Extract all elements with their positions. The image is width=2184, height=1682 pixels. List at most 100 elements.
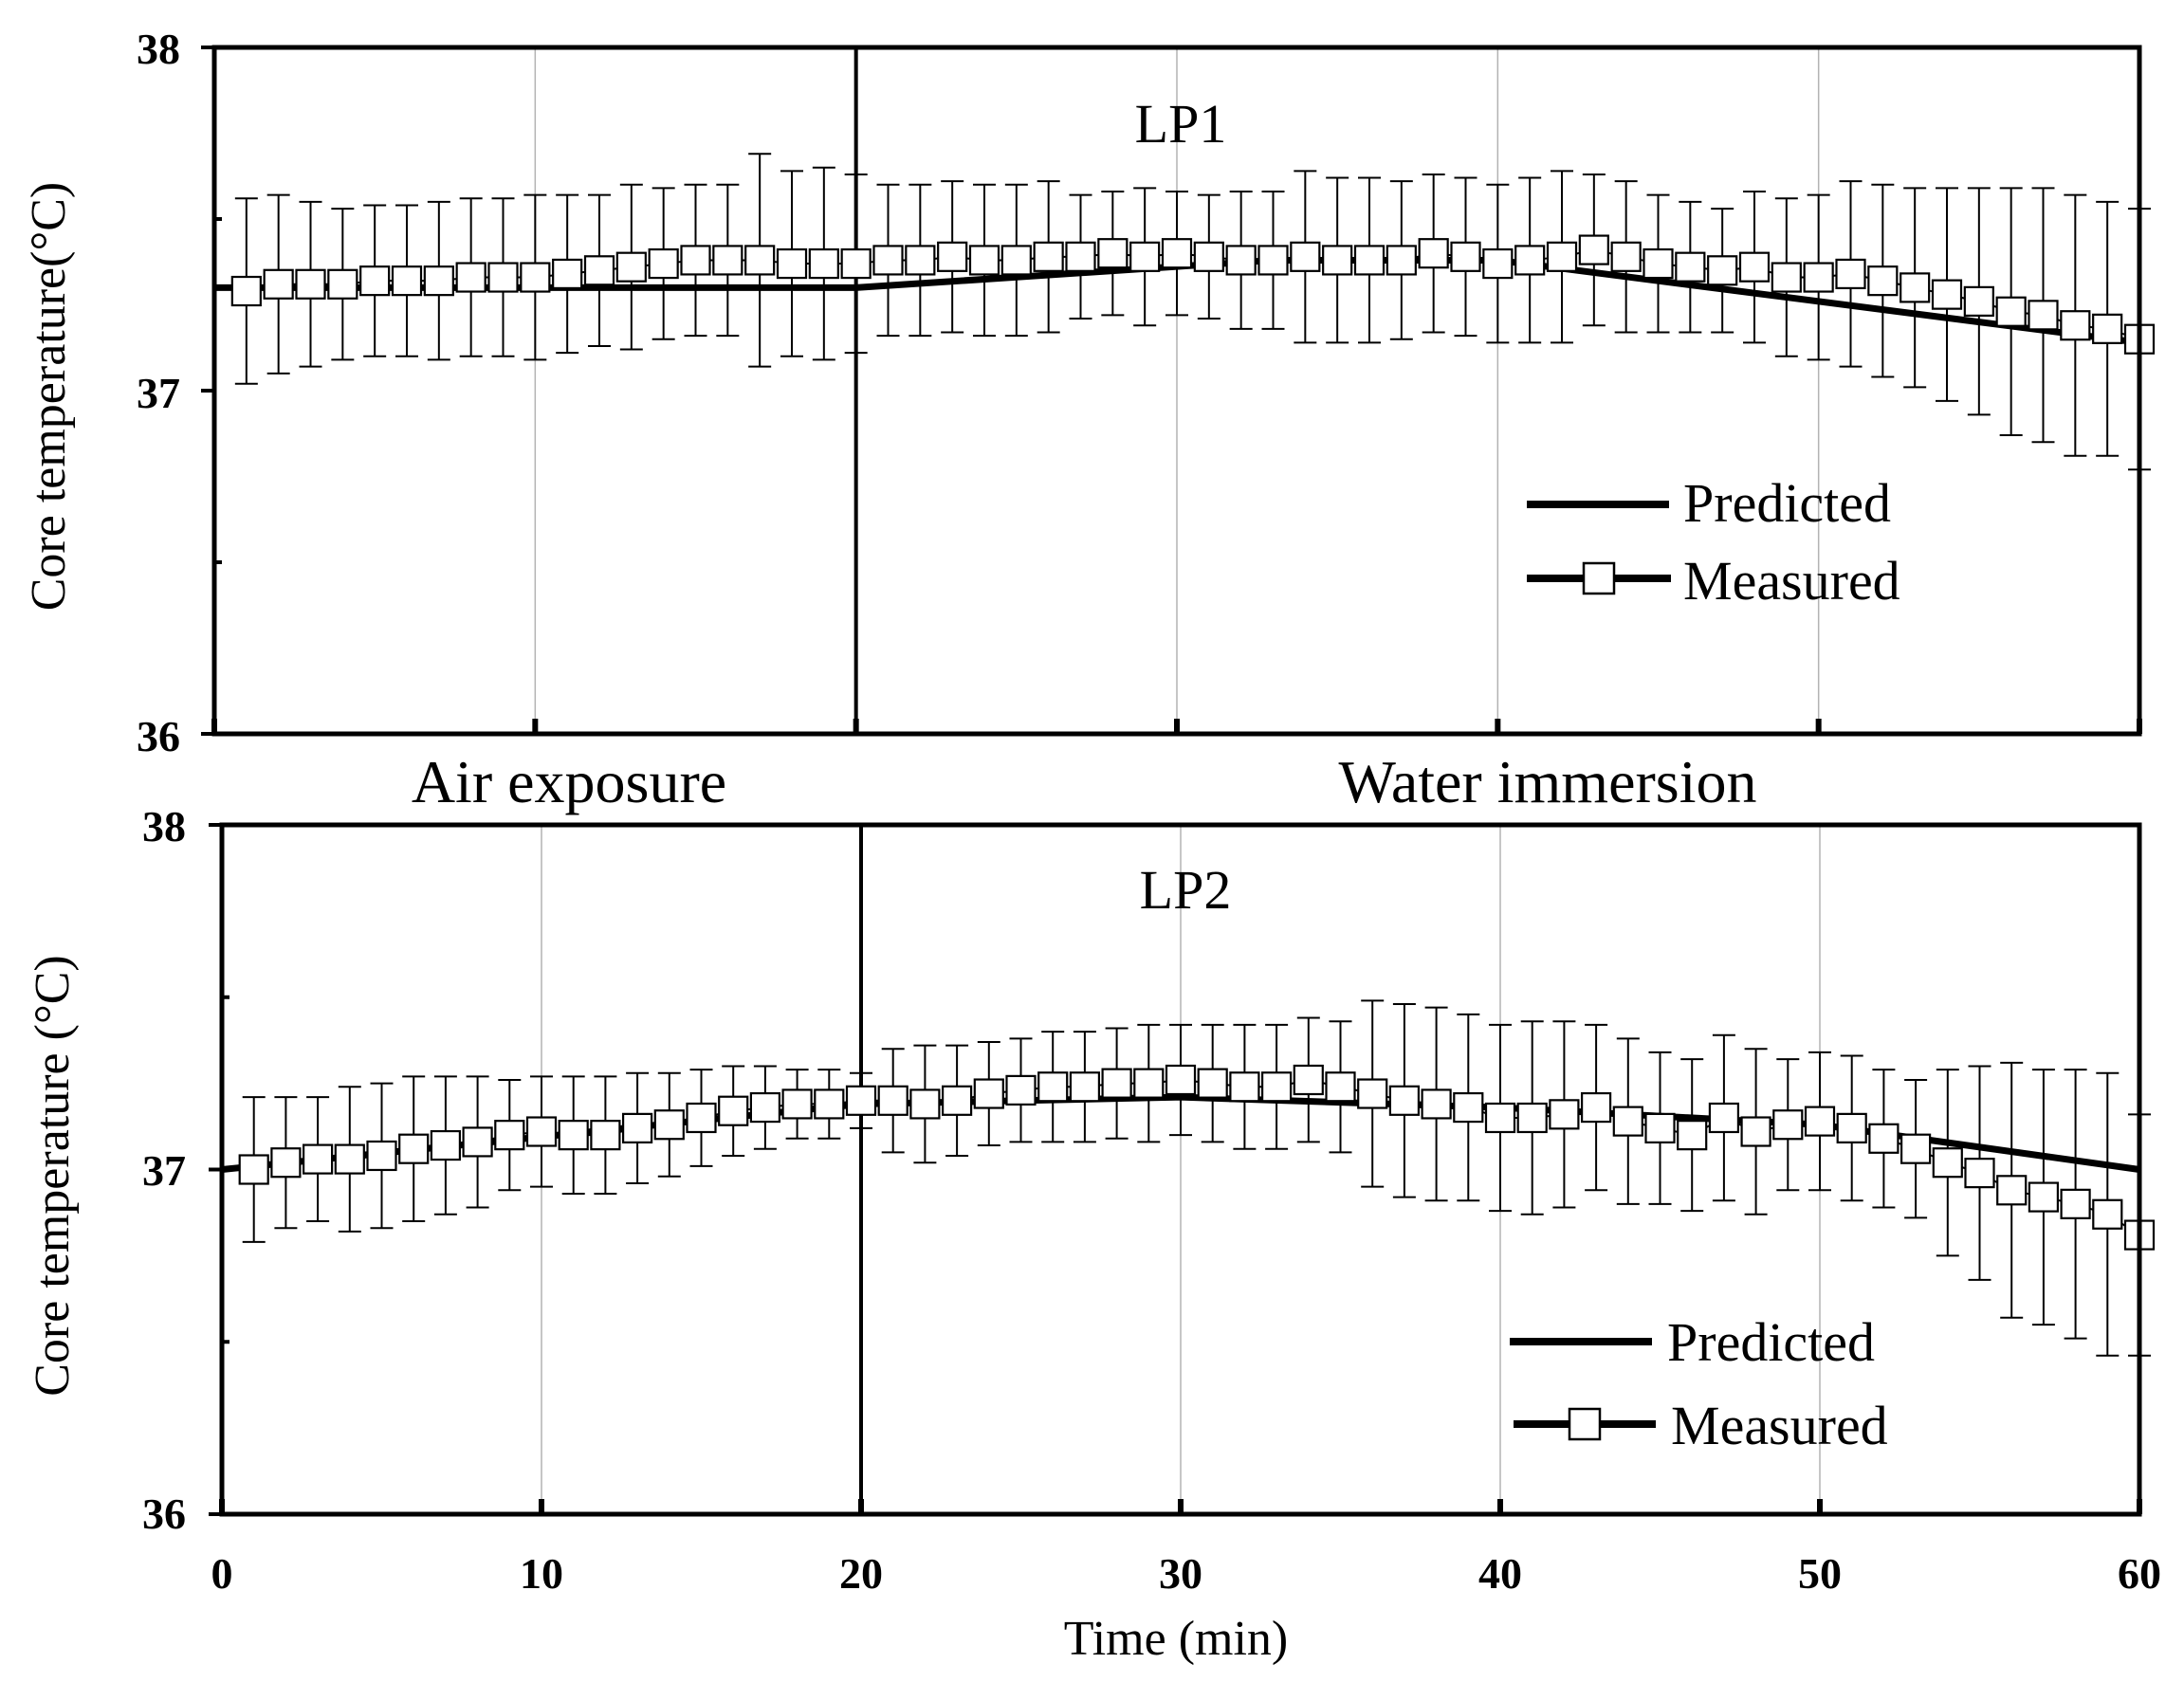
lp2-measured-point bbox=[1293, 1064, 1324, 1096]
lp2-measured-point bbox=[718, 1095, 749, 1126]
lp1-gridlines bbox=[534, 47, 1820, 734]
lp1-measured-point bbox=[1610, 241, 1642, 272]
lp1-measured-point bbox=[680, 245, 711, 276]
lp2-y-tick-label: 36 bbox=[142, 1490, 186, 1538]
lp1-measured-point bbox=[1867, 265, 1899, 297]
lp2-measured-point bbox=[1644, 1112, 1676, 1143]
lp2-measured-point bbox=[303, 1143, 334, 1175]
lp1-measured-point bbox=[1065, 241, 1096, 272]
lp2-legend-measured-label: Measured bbox=[1671, 1395, 1888, 1456]
lp2-measured-point bbox=[270, 1147, 302, 1179]
lp2-measured-point bbox=[430, 1129, 461, 1161]
lp2-measured-point bbox=[1708, 1102, 1740, 1134]
lp2-measured-point bbox=[749, 1091, 781, 1124]
lp2-measured-point bbox=[1516, 1102, 1548, 1134]
lp1-measured-point bbox=[937, 241, 968, 272]
panel-lp2: 38 37 36 Core temperature (°C) LP2 Predi… bbox=[26, 802, 2161, 1666]
lp2-measured-point bbox=[781, 1088, 813, 1120]
lp2-measured-point bbox=[2092, 1198, 2123, 1230]
lp1-measured-point bbox=[2092, 313, 2123, 344]
lp2-measured-point bbox=[1197, 1068, 1228, 1099]
lp1-y-tick-label: 37 bbox=[137, 369, 180, 417]
lp1-measured-point bbox=[1643, 247, 1674, 280]
lp1-measured-point bbox=[1931, 279, 1963, 310]
lp2-measured-point bbox=[462, 1126, 493, 1158]
lp2-measured-point bbox=[1900, 1133, 1932, 1164]
lp2-panel-title: LP2 bbox=[1140, 859, 1232, 921]
x-tick-label: 0 bbox=[211, 1549, 233, 1598]
lp2-measured-point bbox=[1229, 1071, 1260, 1103]
lp2-measured-point bbox=[941, 1085, 973, 1116]
lp2-measured-point bbox=[1133, 1068, 1165, 1099]
lp2-measured-point bbox=[686, 1102, 717, 1134]
lp2-measured-point bbox=[973, 1078, 1004, 1109]
lp2-measured-point bbox=[1005, 1074, 1037, 1106]
lp2-measured-point bbox=[877, 1085, 908, 1116]
lp1-measured-point bbox=[2060, 310, 2091, 341]
lp2-measured-point bbox=[1069, 1071, 1101, 1103]
x-tick-label: 50 bbox=[1798, 1549, 1842, 1598]
lp1-measured-point bbox=[1290, 241, 1321, 272]
lp2-legend-measured-marker bbox=[1568, 1407, 1602, 1441]
lp1-measured-point bbox=[648, 247, 679, 280]
lp2-measured-point bbox=[590, 1120, 621, 1151]
lp2-measured-point bbox=[525, 1116, 558, 1147]
lp2-measured-point bbox=[1580, 1091, 1612, 1124]
lp1-measured-point bbox=[1963, 285, 1994, 317]
lp2-measured-point bbox=[2060, 1188, 2091, 1219]
lp2-measured-point bbox=[621, 1112, 653, 1143]
lp1-legend-measured-label: Measured bbox=[1683, 550, 1900, 612]
lp2-measured-point bbox=[1325, 1071, 1356, 1103]
lp2-measured-point bbox=[494, 1120, 525, 1151]
lp2-measured-point bbox=[1804, 1106, 1836, 1137]
lp1-measured-point bbox=[1386, 245, 1417, 276]
lp2-measured-point bbox=[1260, 1071, 1293, 1103]
lp2-measured-point bbox=[1868, 1123, 1900, 1154]
lp1-legend-measured-marker bbox=[1582, 561, 1616, 595]
lp1-measured-point bbox=[1129, 241, 1161, 272]
x-axis-label: Time (min) bbox=[1064, 1612, 1288, 1666]
lp1-measured-point bbox=[327, 268, 358, 300]
lp2-measured-point bbox=[1964, 1158, 1995, 1189]
lp2-measured-point bbox=[1101, 1068, 1132, 1099]
lp2-measured-point bbox=[1421, 1088, 1452, 1120]
lp2-measured-point bbox=[1357, 1078, 1388, 1109]
lp2-measured-point bbox=[558, 1120, 589, 1151]
lp1-measured-point bbox=[744, 245, 776, 276]
lp1-measured-point bbox=[1514, 245, 1546, 276]
lp2-measured-point bbox=[1484, 1102, 1516, 1134]
lp1-measured-point bbox=[263, 268, 294, 300]
lp1-measured-point bbox=[1738, 251, 1771, 283]
lp1-measured-point bbox=[712, 245, 743, 276]
lp1-legend: Predicted Measured bbox=[1527, 472, 1900, 612]
lp1-measured-point bbox=[905, 245, 936, 276]
lp1-measured-point bbox=[1257, 245, 1289, 276]
panel-lp1: 38 37 36 Core temperature(°C) LP1 Predic… bbox=[22, 25, 2156, 760]
x-tick-label: 60 bbox=[2118, 1549, 2161, 1598]
lp1-measured-point bbox=[872, 245, 904, 276]
lp2-measured-point bbox=[1996, 1175, 2028, 1206]
lp2-measured-point bbox=[1932, 1147, 1963, 1179]
lp1-panel-title: LP1 bbox=[1135, 93, 1227, 155]
lp1-measured-point bbox=[552, 258, 583, 290]
lp2-legend-predicted-label: Predicted bbox=[1667, 1311, 1875, 1373]
lp1-measured-point bbox=[1225, 245, 1257, 276]
lp1-measured-point bbox=[520, 262, 551, 293]
lp1-measured-markers bbox=[230, 234, 2156, 355]
lp2-measured-point bbox=[1612, 1106, 1643, 1137]
lp2-measured-point bbox=[1740, 1116, 1771, 1147]
lp1-y-axis-label: Core temperature(°C) bbox=[22, 182, 76, 612]
lp1-measured-point bbox=[1418, 238, 1449, 269]
lp2-y-axis-label: Core temperature (°C) bbox=[26, 955, 80, 1397]
lp2-measured-point bbox=[1772, 1109, 1804, 1141]
lp1-measured-point bbox=[583, 255, 615, 286]
lp2-measured-markers bbox=[238, 1064, 2156, 1251]
phase-label-air-exposure: Air exposure bbox=[412, 748, 726, 815]
lp1-measured-point bbox=[968, 245, 1000, 276]
lp2-measured-point bbox=[334, 1143, 365, 1175]
lp2-legend: Predicted Measured bbox=[1510, 1311, 1888, 1456]
lp1-measured-point bbox=[1000, 245, 1032, 276]
lp1-measured-point bbox=[295, 268, 326, 300]
lp1-measured-point bbox=[1995, 296, 2027, 327]
